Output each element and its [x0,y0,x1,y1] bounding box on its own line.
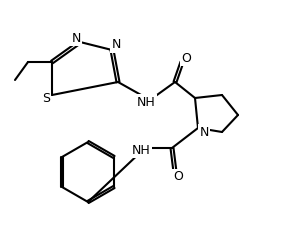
Text: O: O [181,51,191,65]
Text: S: S [42,91,50,105]
Text: N: N [111,39,121,51]
Text: N: N [199,125,209,139]
Text: O: O [173,171,183,183]
Text: NH: NH [132,143,150,157]
Text: N: N [71,32,81,44]
Text: NH: NH [137,95,155,109]
